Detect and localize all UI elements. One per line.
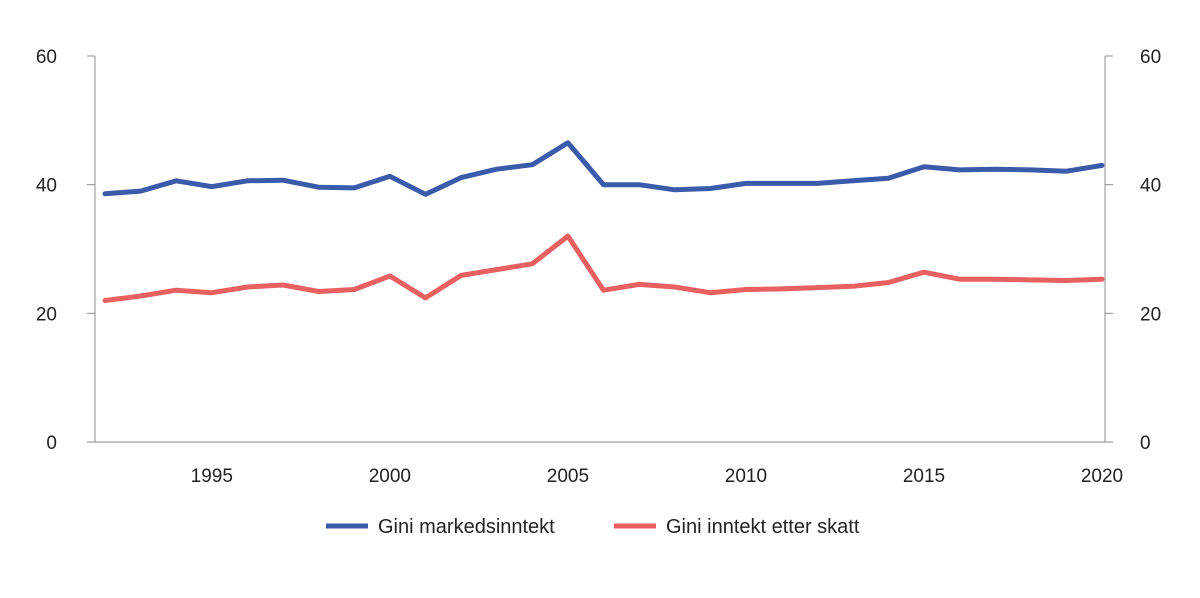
legend-label-2: Gini inntekt etter skatt	[666, 516, 860, 538]
x-tick-label: 2010	[725, 466, 767, 487]
y-tick-label-left: 40	[36, 176, 57, 197]
x-tick-label: 2020	[1081, 466, 1123, 487]
x-tick-label: 2005	[547, 466, 589, 487]
legend-label-1: Gini markedsinntekt	[378, 516, 555, 538]
series-line-1	[102, 140, 1105, 197]
y-tick-label-left: 60	[36, 47, 57, 68]
chart-axes	[94, 56, 1106, 443]
y-tick-label-right: 0	[1140, 433, 1151, 454]
axis-ticks	[87, 55, 1113, 443]
x-tick-label: 2000	[369, 466, 411, 487]
x-tick-label: 2015	[903, 466, 945, 487]
y-tick-label-right: 40	[1140, 176, 1161, 197]
y-tick-label-left: 20	[36, 304, 57, 325]
y-tick-label-right: 20	[1140, 304, 1161, 325]
series-lines	[102, 140, 1105, 303]
x-tick-label: 1995	[191, 466, 233, 487]
y-tick-label-left: 0	[46, 433, 57, 454]
chart-legend: Gini markedsinntekt Gini inntekt etter sk…	[326, 516, 860, 538]
y-tick-label-right: 60	[1140, 47, 1161, 68]
series-line-2	[102, 233, 1105, 303]
